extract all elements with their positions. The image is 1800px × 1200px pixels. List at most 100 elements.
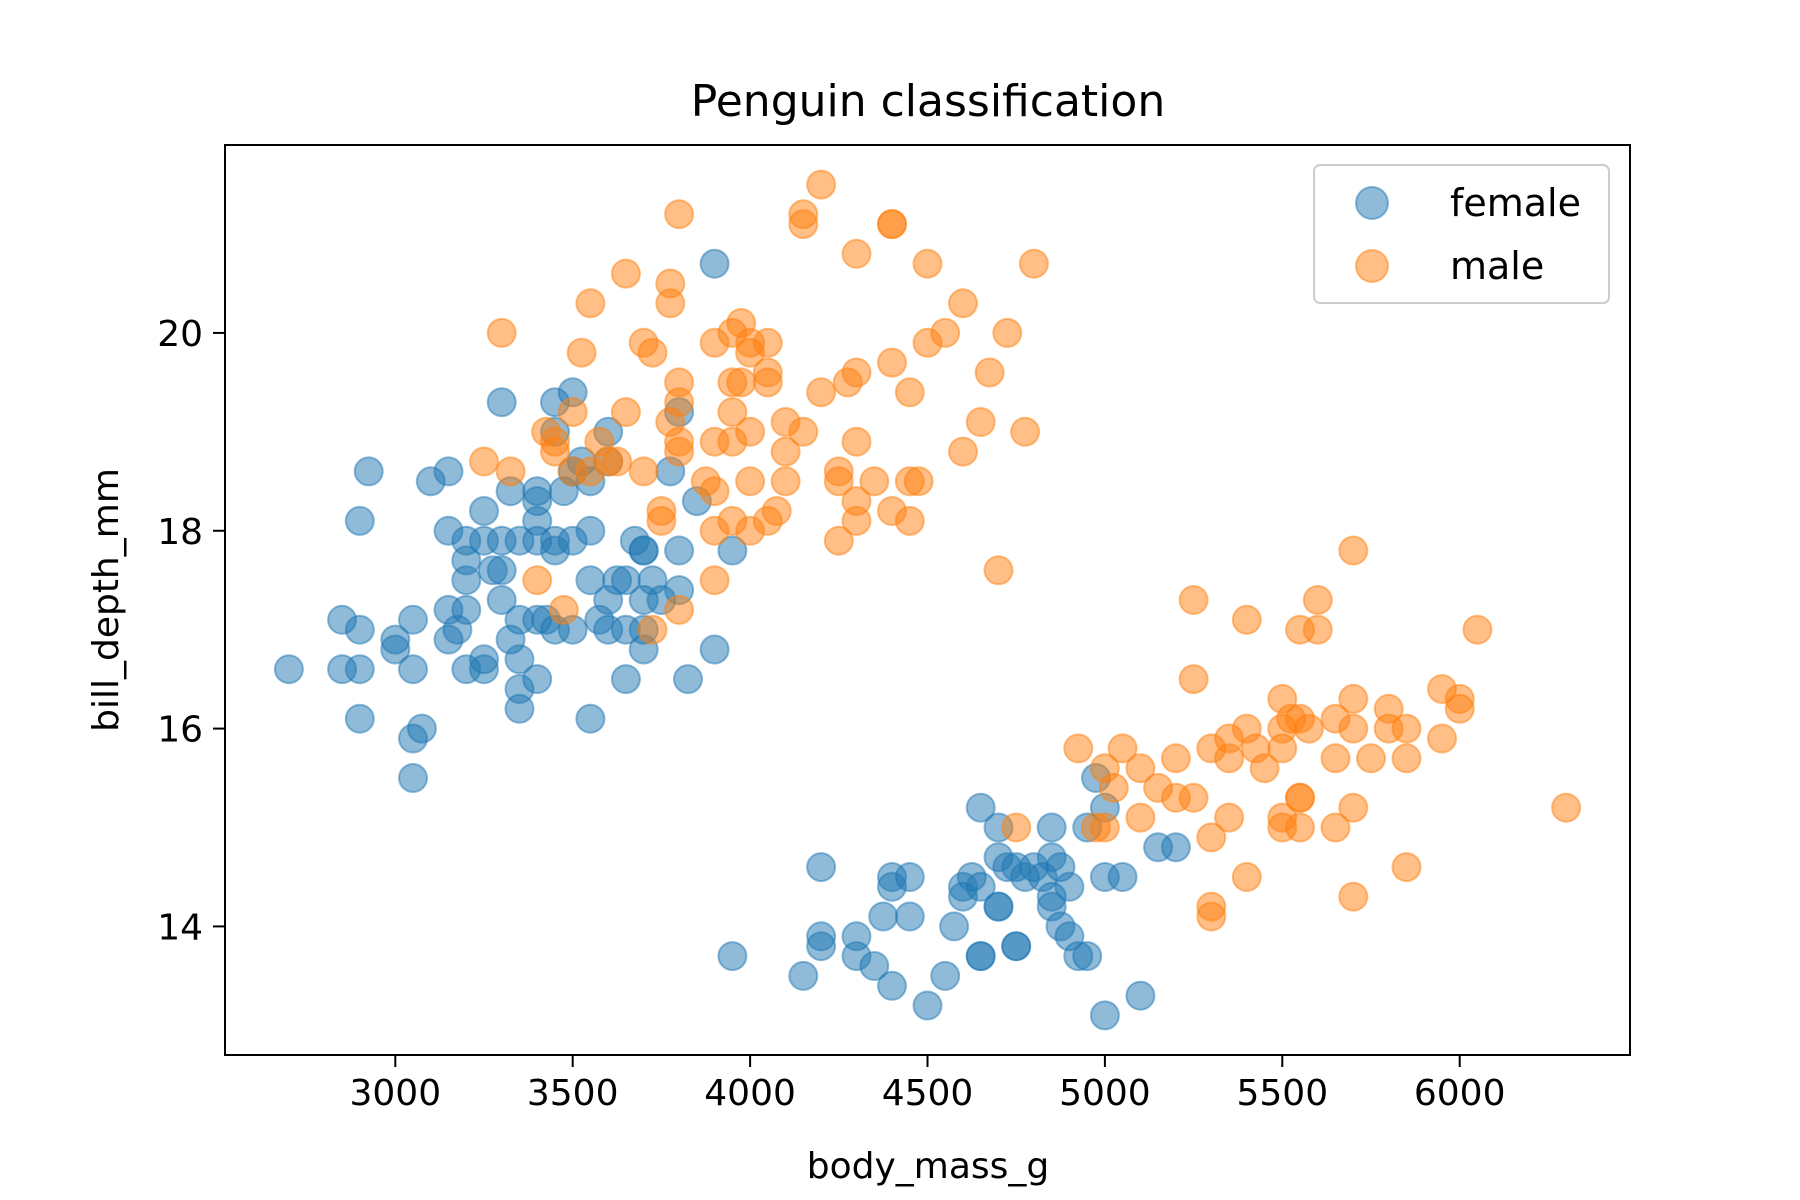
data-point-female-94 [806, 852, 837, 883]
data-point-male-19 [628, 456, 659, 487]
data-point-female-113 [965, 941, 996, 972]
data-point-male-48 [735, 416, 766, 447]
data-point-female-91 [788, 960, 819, 991]
data-point-male-151 [1444, 693, 1475, 724]
data-point-male-15 [602, 446, 633, 477]
legend: female male [1313, 164, 1610, 304]
data-point-female-12 [398, 763, 428, 793]
x-axis: 3000 3500 4000 4500 5000 5500 6000 [349, 1055, 1506, 1114]
data-point-female-34 [486, 555, 517, 586]
data-point-male-63 [806, 377, 837, 408]
data-point-female-85 [673, 664, 703, 695]
data-point-male-137 [1338, 535, 1369, 566]
data-point-female-134 [1072, 941, 1103, 972]
data-point-male-94 [1063, 733, 1094, 764]
data-point-female-88 [699, 248, 730, 279]
data-point-male-61 [788, 416, 819, 447]
data-point-female-16 [433, 456, 464, 487]
data-point-female-33 [486, 585, 517, 615]
data-point-male-69 [841, 357, 872, 388]
data-point-male-140 [1338, 792, 1369, 823]
data-point-male-81 [903, 466, 934, 497]
data-point-female-4 [344, 654, 375, 685]
x-tick-label-5000: 5000 [1059, 1073, 1151, 1114]
data-point-male-86 [948, 436, 978, 467]
x-tick-label-6000: 6000 [1414, 1073, 1506, 1114]
data-point-male-114 [1214, 802, 1245, 833]
data-point-male-75 [877, 209, 907, 240]
data-point-male-142 [1356, 743, 1386, 774]
data-point-female-10 [398, 654, 428, 685]
data-point-male-109 [1196, 822, 1227, 853]
data-point-male-3 [522, 565, 553, 596]
data-point-female-141 [1125, 980, 1156, 1011]
data-point-female-7 [353, 456, 384, 487]
data-point-male-62 [806, 169, 837, 200]
y-tick-label-16: 16 [157, 710, 203, 751]
data-point-male-149 [1427, 723, 1457, 754]
legend-marker-female [1355, 186, 1389, 220]
data-point-female-44 [522, 664, 553, 695]
legend-label-female: female [1450, 181, 1581, 225]
data-point-male-25 [655, 288, 686, 319]
data-point-male-135 [1320, 743, 1351, 774]
data-point-male-90 [992, 317, 1023, 348]
data-point-male-29 [664, 387, 695, 418]
y-tick-label-20: 20 [157, 314, 203, 355]
data-point-male-136 [1320, 812, 1351, 843]
data-point-female-110 [965, 792, 996, 823]
data-point-male-131 [1293, 713, 1324, 744]
data-point-male-23 [646, 505, 677, 536]
data-point-male-66 [823, 525, 854, 556]
data-point-male-152 [1462, 614, 1493, 645]
data-point-female-26 [469, 496, 499, 526]
data-point-male-21 [637, 614, 668, 645]
data-point-male-72 [841, 505, 872, 536]
data-point-male-82 [912, 248, 943, 279]
data-point-male-78 [894, 377, 925, 408]
data-point-female-29 [469, 654, 499, 685]
data-point-male-93 [1001, 812, 1032, 843]
data-point-male-133 [1302, 614, 1333, 645]
data-point-female-75 [628, 535, 659, 566]
data-point-male-76 [877, 347, 907, 378]
data-point-male-51 [752, 327, 783, 358]
data-point-female-31 [486, 387, 517, 418]
data-point-female-87 [699, 634, 730, 665]
data-point-male-31 [664, 436, 695, 467]
data-point-male-38 [699, 565, 730, 596]
data-point-female-23 [451, 594, 482, 625]
data-point-male-87 [965, 407, 996, 437]
data-point-female-106 [939, 911, 970, 942]
data-point-male-84 [930, 317, 961, 348]
data-point-male-85 [948, 288, 978, 319]
data-point-female-14 [406, 713, 437, 744]
data-point-male-65 [823, 466, 854, 497]
data-point-male-113 [1214, 743, 1245, 774]
data-point-male-138 [1338, 683, 1369, 714]
data-point-male-2 [495, 456, 526, 487]
data-point-male-99 [1107, 733, 1138, 764]
data-point-female-5 [344, 703, 375, 734]
data-point-male-98 [1098, 772, 1129, 803]
data-point-male-73 [859, 466, 890, 497]
data-point-male-97 [1089, 812, 1120, 843]
y-tick-label-18: 18 [157, 512, 203, 553]
data-point-female-140 [1107, 862, 1138, 892]
data-point-female-101 [877, 970, 907, 1001]
x-tick-label-3500: 3500 [527, 1073, 619, 1114]
data-point-male-117 [1231, 862, 1262, 892]
data-point-male-16 [610, 258, 641, 289]
x-axis-label: body_mass_g [807, 1146, 1050, 1187]
data-point-male-105 [1178, 585, 1209, 615]
data-point-male-92 [1018, 248, 1049, 279]
data-point-male-70 [841, 426, 872, 457]
data-point-female-97 [859, 951, 890, 981]
data-point-female-3 [344, 614, 375, 645]
data-point-female-62 [575, 703, 606, 734]
data-point-female-83 [664, 535, 695, 566]
data-point-male-1 [486, 317, 517, 348]
data-point-male-139 [1338, 713, 1369, 744]
